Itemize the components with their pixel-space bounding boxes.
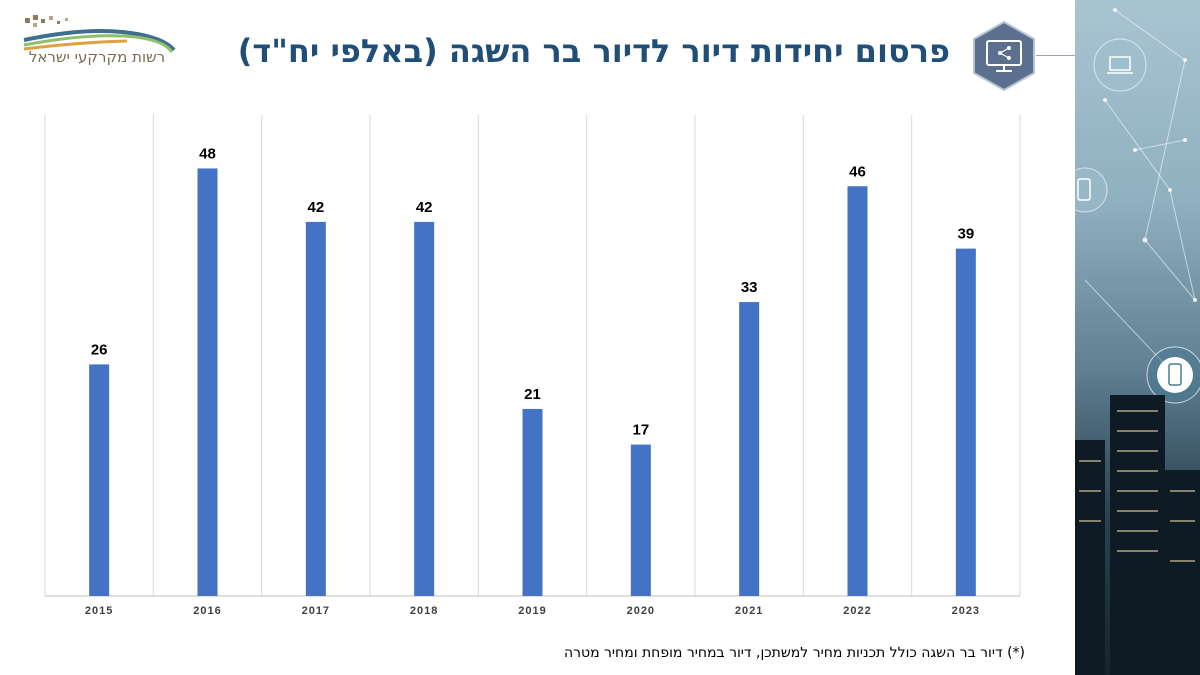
share-monitor-icon [972,20,1036,92]
data-label-2021: 33 [741,279,758,296]
bar-2022 [847,186,868,596]
data-label-2023: 39 [957,226,974,243]
bar-2019 [522,408,543,596]
bar-2016 [197,168,218,596]
side-decorative-panel [1075,0,1200,675]
data-label-2018: 42 [416,199,433,216]
bar-2015 [89,364,110,596]
x-tick-label-2019: 2019 [518,605,546,617]
data-label-2020: 17 [632,422,649,439]
title-connector-line [1036,55,1076,56]
bar-2021 [739,302,760,596]
data-label-2017: 42 [307,199,324,216]
data-label-2019: 21 [524,386,541,403]
logo: רשות מקרקעי ישראל [22,14,182,74]
laptop-icon [1093,38,1147,92]
x-tick-label-2020: 2020 [627,605,655,617]
x-tick-label-2021: 2021 [735,605,763,617]
logo-text: רשות מקרקעי ישראל [28,48,166,66]
phone-icon [1075,167,1108,213]
tablet-icon [1146,346,1200,404]
x-tick-label-2016: 2016 [193,605,221,617]
x-tick-label-2017: 2017 [302,605,330,617]
x-tick-label-2018: 2018 [410,605,438,617]
x-tick-label-2022: 2022 [843,605,871,617]
x-tick-label-2023: 2023 [952,605,980,617]
bar-chart: 26 2015 48 2016 42 2017 42 2018 21 2019 17 2020 33 20… [0,100,1060,630]
data-label-2022: 46 [849,163,866,180]
bar-2018 [414,221,435,596]
data-label-2016: 48 [199,145,216,162]
bar-2020 [630,444,651,596]
bar-2023 [955,248,976,596]
x-tick-label-2015: 2015 [85,605,113,617]
footnote: (*) דיור בר השגה כולל תכניות מחיר למשתכן… [563,645,1025,661]
bar-2017 [305,221,326,596]
page-title: פרסום יחידות דיור לדיור בר השגה (באלפי י… [237,32,950,70]
logo-mark [23,15,176,53]
bar-chart-svg: 26 2015 48 2016 42 2017 42 2018 21 2019 17 2020 33 20… [44,115,1021,617]
data-label-2015: 26 [91,341,108,358]
